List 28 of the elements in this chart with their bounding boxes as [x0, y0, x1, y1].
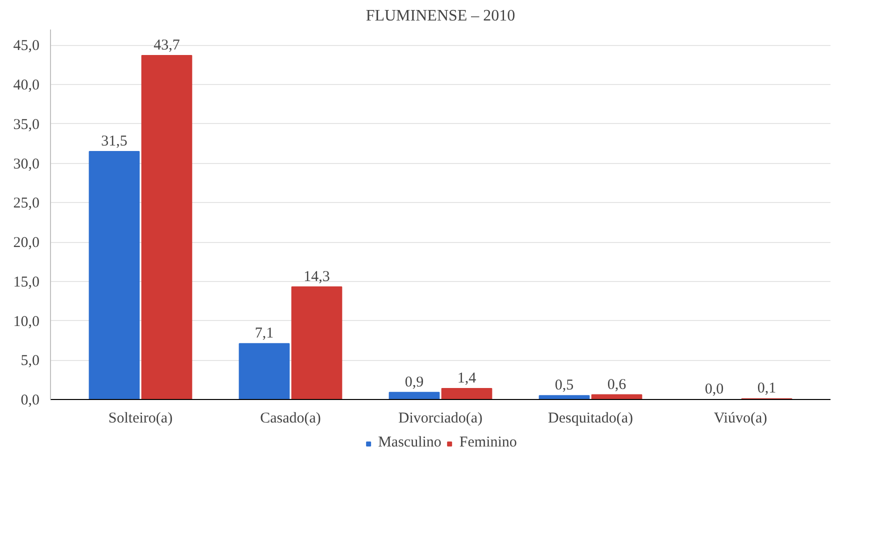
y-tick-label: 15,0: [13, 274, 40, 290]
y-tick-label: 0,0: [20, 392, 40, 408]
text: 14,3: [304, 268, 330, 285]
legend-label: Feminino: [459, 434, 517, 452]
x-tick-label: Desquitado(a): [548, 410, 633, 426]
x-tick-label: Solteiro(a): [108, 410, 173, 426]
y-tick-label: 20,0: [13, 235, 40, 252]
y-tick-label: 25,0: [13, 196, 40, 212]
text: 1,4: [457, 370, 476, 386]
y-tick-label: 5,0: [20, 353, 40, 370]
y-tick-label: 35,0: [13, 116, 40, 133]
legend-label: Masculino: [378, 434, 442, 452]
text: 0,5: [554, 378, 574, 394]
text: 0,9: [404, 374, 424, 390]
chart-title: FLUMINENSE – 2010: [366, 8, 516, 24]
x-tick-label: Divorciado(a): [398, 410, 483, 426]
y-tick-label: 45,0: [13, 38, 40, 54]
y-tick-label: 40,0: [13, 78, 40, 94]
y-tick-label: 10,0: [13, 314, 40, 330]
x-tick-label: Casado(a): [260, 410, 321, 426]
x-tick-label: Viúvo(a): [714, 410, 768, 426]
text: 0,6: [607, 376, 626, 393]
text: 7,1: [254, 326, 274, 342]
text: 31,5: [101, 134, 128, 150]
text: 0,0: [704, 382, 724, 398]
text: 0,1: [757, 380, 776, 397]
text: 43,7: [154, 37, 180, 54]
y-tick-label: 30,0: [13, 156, 40, 172]
